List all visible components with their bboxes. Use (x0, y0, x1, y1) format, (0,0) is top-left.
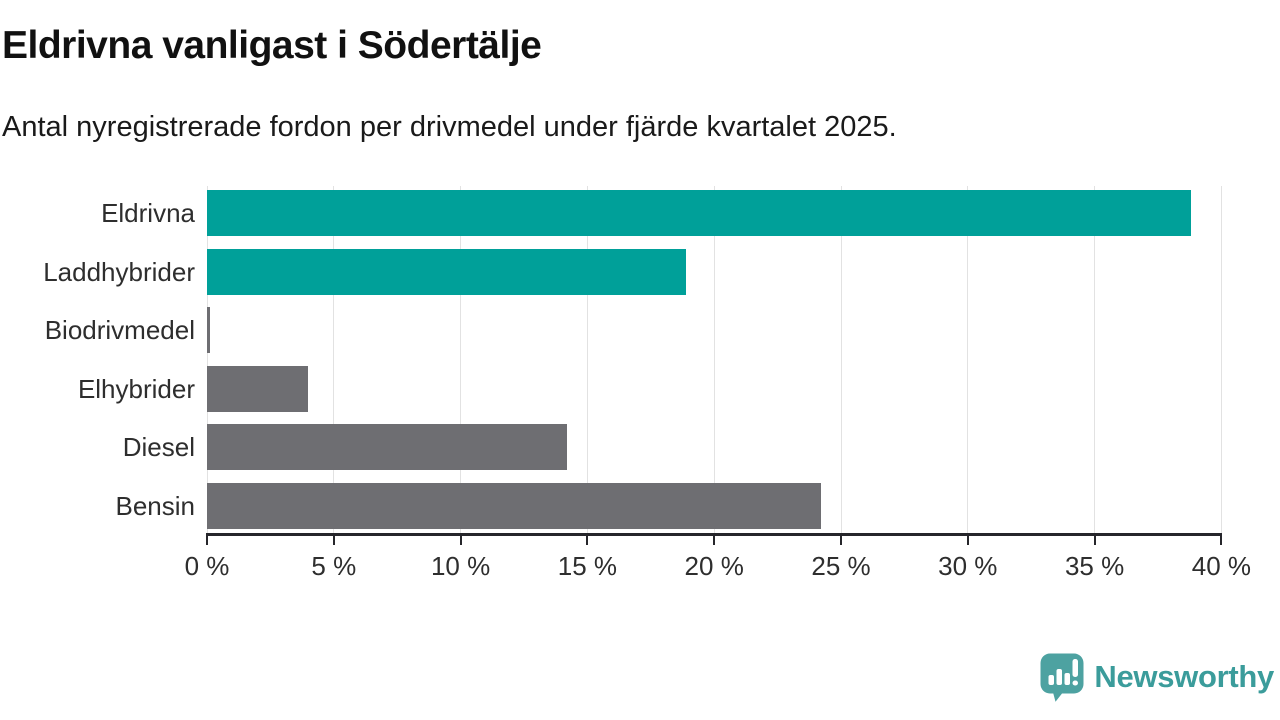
axis-tick-label: 35 % (1064, 551, 1125, 581)
gridline (586, 186, 588, 533)
axis-tick-label: 20 % (684, 551, 744, 581)
logo-exclamation-dot (1072, 680, 1079, 686)
axis-tick (332, 533, 335, 545)
gridline (333, 186, 335, 533)
bar (207, 248, 687, 295)
logo-bar-3 (1064, 673, 1071, 685)
axis-tick (713, 533, 716, 545)
gridline (840, 186, 842, 533)
axis-tick (586, 533, 589, 545)
category-label: Eldrivna (101, 198, 195, 228)
axis-tick (840, 533, 842, 545)
gridline (460, 186, 462, 533)
chart-title: Eldrivna vanligast i Södertälje (2, 24, 542, 67)
bar (207, 365, 309, 412)
gridline (713, 186, 715, 533)
axis-tick-label: 25 % (811, 551, 871, 581)
axis-tick (1093, 533, 1096, 545)
bar (207, 424, 568, 471)
axis-tick-label: 40 % (1191, 551, 1252, 581)
axis-tick-label: 15 % (557, 551, 618, 581)
bar (207, 190, 1191, 236)
axis-tick-label: 5 % (311, 551, 357, 581)
newsworthy-logo-icon (1040, 653, 1084, 702)
chart-subtitle: Antal nyregistrerade fordon per drivmede… (2, 111, 897, 143)
logo-bar-2 (1056, 669, 1063, 685)
axis-tick-label: 10 % (430, 551, 491, 581)
category-label: Elhybrider (77, 373, 195, 404)
logo-exclamation-stem (1072, 659, 1079, 677)
gridline (967, 186, 969, 533)
axis-tick (1220, 533, 1223, 545)
brand-footer: Newsworthy (1039, 652, 1274, 702)
bar (207, 307, 210, 354)
gridline (206, 186, 208, 533)
logo-bar-1 (1048, 675, 1055, 685)
bar (207, 483, 821, 529)
axis-tick (966, 533, 969, 545)
category-label: Biodrivmedel (44, 315, 195, 346)
gridline (1094, 186, 1096, 533)
axis-tick (206, 533, 208, 545)
gridline (1220, 186, 1222, 533)
brand-name: Newsworthy (1094, 659, 1274, 694)
category-label: Diesel (122, 432, 195, 463)
category-label: Bensin (115, 491, 196, 521)
axis-tick-label: 30 % (938, 551, 998, 581)
category-label: Laddhybrider (43, 256, 195, 287)
axis-tick (459, 533, 462, 545)
axis-tick-label: 0 % (184, 551, 230, 581)
